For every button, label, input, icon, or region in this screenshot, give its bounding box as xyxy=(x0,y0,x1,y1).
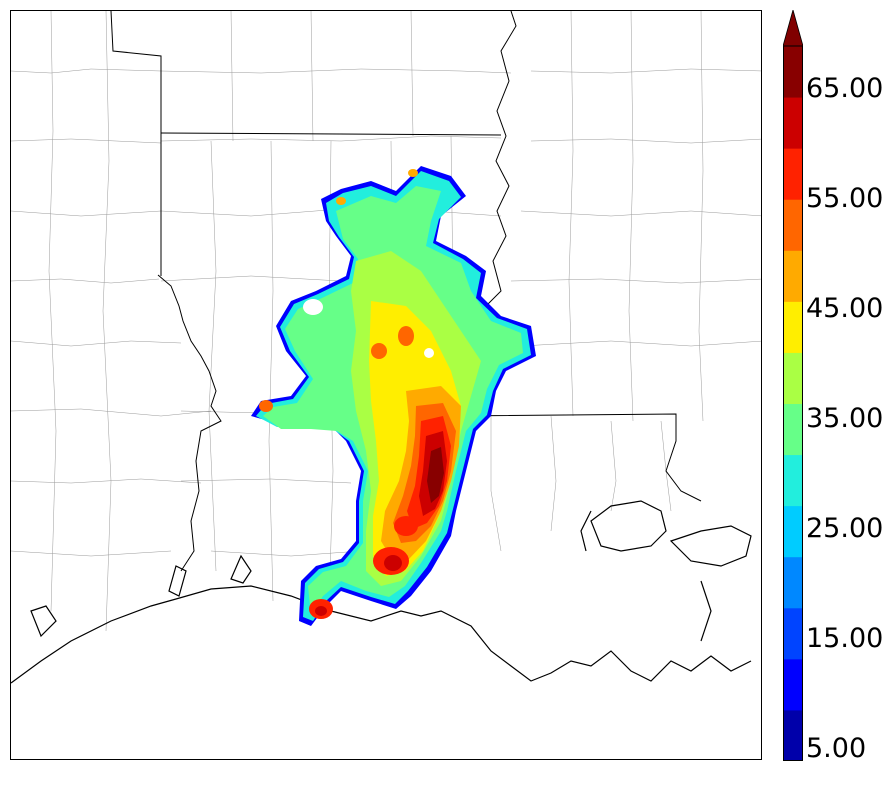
colorbar xyxy=(783,10,803,761)
colorbar-bin xyxy=(783,301,803,353)
colorbar-label-35: 35.00 xyxy=(806,403,884,434)
coastline xyxy=(11,500,752,684)
colorbar-bin xyxy=(783,97,803,149)
colorbar-bin xyxy=(783,709,803,761)
colorbar-bin xyxy=(783,352,803,404)
colorbar-extend-arrow xyxy=(783,10,803,47)
colorbar-bin xyxy=(783,505,803,558)
colorbar-bin xyxy=(783,46,803,98)
colorbar-label-55: 55.00 xyxy=(806,183,884,214)
map-panel xyxy=(10,10,762,760)
colorbar-bin xyxy=(783,250,803,302)
colorbar-bin xyxy=(783,199,803,251)
colorbar-bin xyxy=(783,556,803,609)
state-borders xyxy=(110,11,702,572)
colorbar-bin xyxy=(783,454,803,507)
colorbar-label-15: 15.00 xyxy=(806,623,884,654)
colorbar-label-45: 45.00 xyxy=(806,293,884,324)
colorbar-bin xyxy=(783,148,803,200)
colorbar-bin xyxy=(783,403,803,456)
colorbar-label-25: 25.00 xyxy=(806,513,884,544)
precipitation-field xyxy=(251,166,536,626)
colorbar-bin xyxy=(783,658,803,711)
map-canvas xyxy=(11,11,761,684)
colorbar-bin xyxy=(783,607,803,660)
colorbar-label-5: 5.00 xyxy=(806,733,867,764)
colorbar-frame xyxy=(783,45,803,761)
colorbar-label-65: 65.00 xyxy=(806,73,884,104)
